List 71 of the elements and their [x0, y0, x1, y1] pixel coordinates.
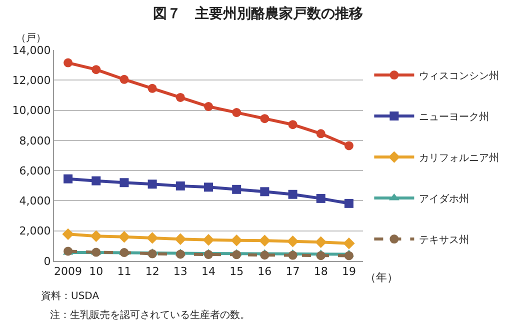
point	[176, 181, 185, 190]
legend-label: テキサス州	[419, 234, 470, 246]
point	[260, 114, 270, 124]
point	[120, 74, 129, 84]
point	[316, 194, 326, 203]
point	[64, 58, 73, 68]
y-tick-label: 4,000	[19, 194, 51, 208]
point	[260, 187, 270, 196]
y-tick-label: 10,000	[12, 104, 51, 118]
x-tick-label: 16	[258, 265, 272, 278]
point	[118, 231, 130, 243]
legend-label: カリフォルニア州	[419, 152, 500, 164]
point	[204, 102, 213, 112]
x-tick-label: 10	[89, 265, 104, 278]
x-tick-label: 11	[117, 265, 132, 278]
text: 注：生乳販売を認可されている生産者の数。	[50, 309, 250, 321]
point	[316, 251, 326, 260]
point	[92, 65, 101, 74]
text: 資料：USDA	[41, 290, 100, 302]
point	[146, 232, 158, 244]
point	[148, 84, 157, 93]
point	[230, 234, 242, 246]
point	[90, 230, 102, 242]
point	[343, 238, 355, 250]
y-tick-label: 14,000	[12, 44, 51, 57]
point	[344, 198, 354, 208]
point	[288, 120, 298, 130]
point	[64, 174, 73, 184]
point	[258, 234, 271, 246]
point	[286, 236, 299, 248]
point	[232, 250, 242, 260]
x-tick-label: 14	[202, 265, 216, 278]
point	[344, 251, 354, 260]
x-tick-label: 15	[230, 265, 244, 278]
x-tick-label: 2009	[54, 265, 82, 278]
x-tick-label: 19	[342, 265, 356, 278]
point	[315, 236, 327, 248]
x-tick-label: 18	[314, 265, 328, 278]
y-axis-title: （戸）	[16, 33, 46, 44]
point	[148, 180, 157, 189]
point	[344, 141, 354, 150]
point	[120, 178, 129, 188]
y-tick-label: 12,000	[12, 74, 51, 87]
y-tick-label: 2,000	[19, 224, 51, 238]
point	[176, 250, 185, 259]
y-tick-label: 6,000	[19, 164, 51, 178]
point	[92, 176, 101, 186]
point	[176, 92, 185, 102]
point	[232, 108, 242, 118]
x-tick-label: 13	[173, 265, 188, 278]
point	[316, 129, 326, 138]
y-tick-label: 0	[44, 254, 51, 268]
point	[232, 184, 242, 194]
point	[288, 190, 298, 199]
point	[204, 250, 213, 260]
legend-label: アイダホ州	[419, 192, 470, 205]
point	[202, 234, 214, 246]
point	[204, 182, 213, 192]
point	[62, 228, 74, 240]
chart-title: 図７ 主要州別酪農家戸数の推移	[153, 5, 363, 22]
point	[288, 250, 298, 260]
point	[260, 250, 270, 260]
point	[148, 249, 157, 258]
x-axis-title: （年）	[365, 271, 398, 284]
x-tick-label: 12	[145, 265, 160, 278]
legend-label: ニューヨーク州	[419, 110, 490, 123]
legend-label: ウィスコンシン州	[419, 70, 500, 82]
point	[120, 248, 129, 258]
x-tick-label: 17	[286, 265, 300, 278]
y-tick-label: 8,000	[19, 134, 51, 148]
point	[174, 233, 186, 245]
